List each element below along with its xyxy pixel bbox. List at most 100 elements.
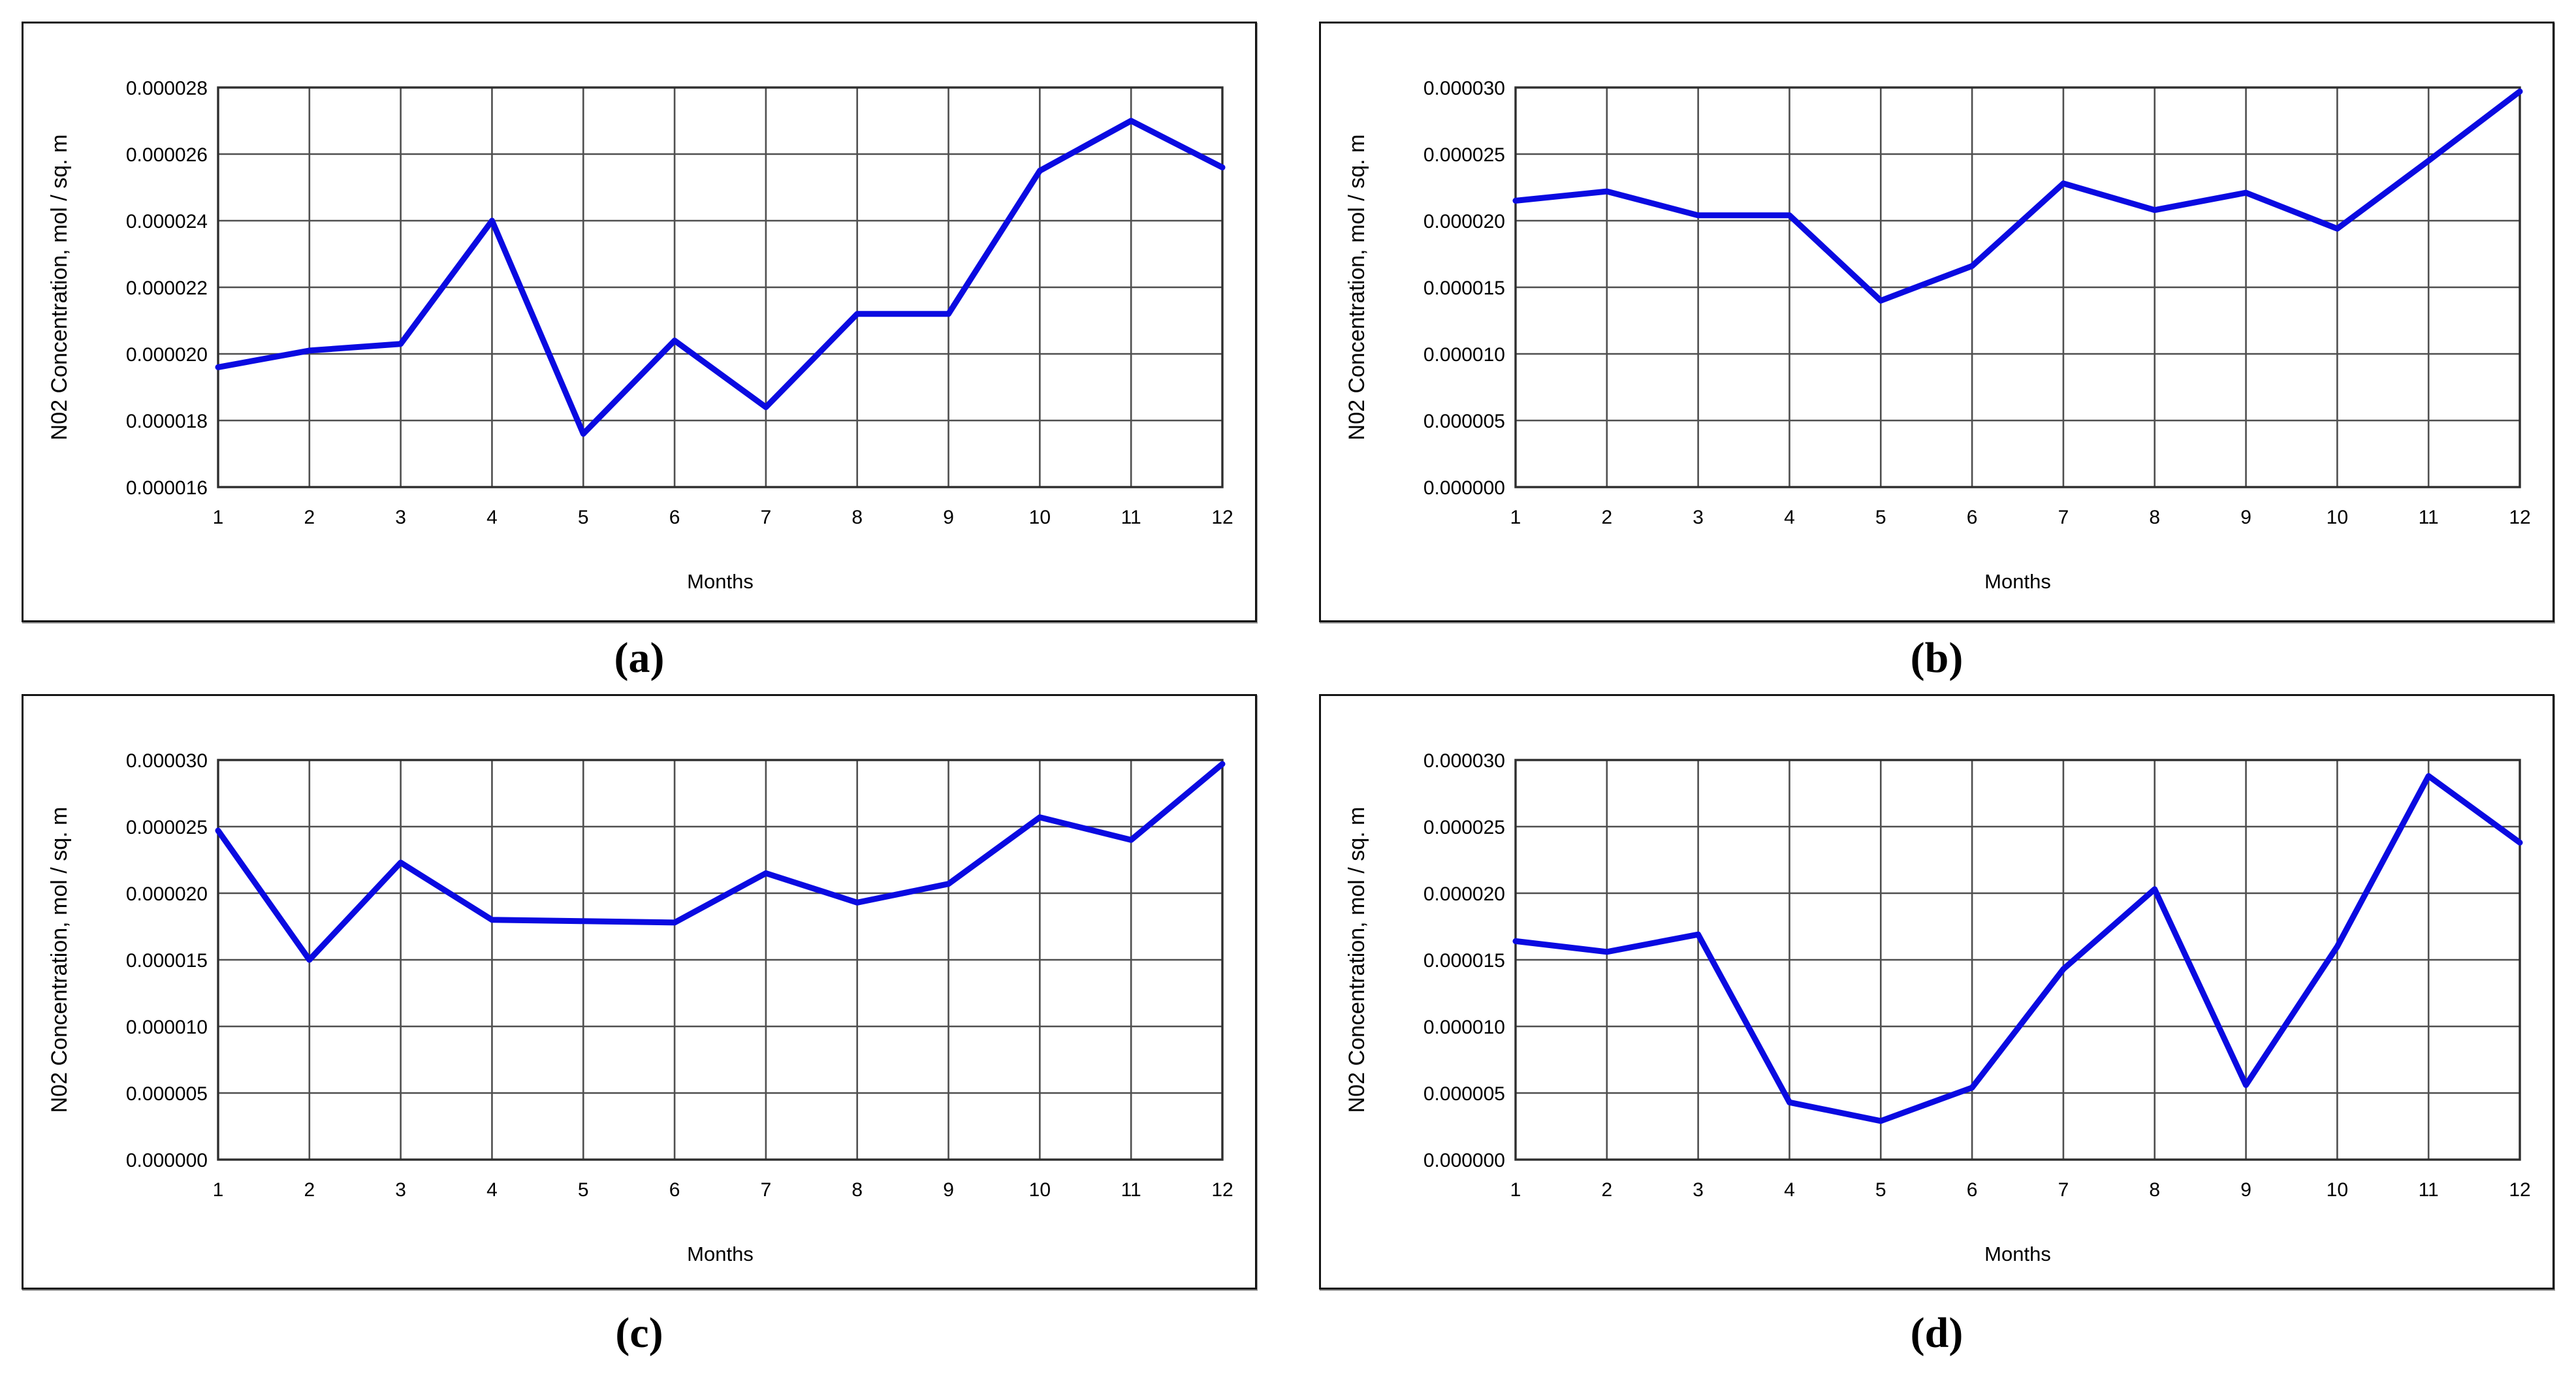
y-tick-label: 0.000000 [1423, 1150, 1505, 1171]
x-tick-label: 10 [2327, 1179, 2348, 1201]
x-tick-label: 11 [1121, 1179, 1141, 1201]
data-line [1512, 773, 2523, 1124]
y-tick-label: 0.000020 [1423, 883, 1505, 905]
x-axis-title: Months [687, 1243, 754, 1265]
y-tick-label: 0.000030 [1423, 78, 1505, 99]
x-tick-label: 12 [1211, 1179, 1233, 1201]
x-tick-label: 3 [1693, 507, 1704, 528]
chart-caption-a: (a) [614, 634, 665, 682]
x-tick-label: 8 [851, 507, 863, 528]
x-tick-label: 3 [1693, 1179, 1704, 1201]
y-tick-label: 0.000018 [126, 411, 208, 432]
x-tick-label: 11 [1121, 507, 1141, 528]
x-tick-label: 7 [761, 507, 772, 528]
y-axis-title: N02 Concentration, mol / sq. m [47, 807, 72, 1113]
x-tick-label: 9 [943, 507, 954, 528]
x-tick-label: 2 [1601, 1179, 1612, 1201]
plot-border [1514, 759, 2521, 1161]
y-axis-title: N02 Concentration, mol / sq. m [1344, 807, 1369, 1113]
x-tick-label: 4 [1784, 1179, 1795, 1201]
x-tick-label: 5 [1875, 507, 1886, 528]
x-tick-label: 8 [2149, 507, 2160, 528]
plot-border [217, 759, 1224, 1161]
x-tick-label: 8 [2149, 1179, 2160, 1201]
x-tick-label: 9 [2240, 507, 2251, 528]
data-line [215, 761, 1226, 963]
x-tick-label: 12 [2509, 507, 2530, 528]
x-tick-label: 10 [1029, 1179, 1051, 1201]
x-tick-label: 4 [1784, 507, 1795, 528]
x-axis-title: Months [1984, 570, 2051, 593]
chart-caption-d: (d) [1910, 1309, 1964, 1357]
x-tick-label: 12 [2509, 1179, 2530, 1201]
y-tick-label: 0.000005 [126, 1083, 208, 1105]
x-tick-label: 5 [578, 1179, 589, 1201]
y-tick-label: 0.000005 [1423, 1083, 1505, 1105]
x-tick-label: 6 [1967, 507, 1978, 528]
x-tick-label: 1 [1510, 1179, 1521, 1201]
x-tick-label: 6 [669, 1179, 680, 1201]
y-tick-label: 0.000000 [126, 1150, 208, 1171]
y-tick-label: 0.000026 [126, 144, 208, 166]
y-tick-label: 0.000010 [1423, 344, 1505, 366]
y-tick-label: 0.000016 [126, 477, 208, 499]
x-tick-label: 12 [1211, 507, 1233, 528]
x-tick-label: 10 [2327, 507, 2348, 528]
x-tick-label: 1 [213, 507, 224, 528]
x-tick-label: 3 [395, 1179, 406, 1201]
y-tick-label: 0.000030 [126, 750, 208, 772]
chart-a-canvas: 0.000016 0.000018 0.000020 0.000022 0.000024… [47, 78, 1233, 593]
x-tick-label: 6 [669, 507, 680, 528]
y-tick-label: 0.000010 [126, 1017, 208, 1038]
x-tick-label: 9 [2240, 1179, 2251, 1201]
chart-panel-c: 0.000000 0.000005 0.000010 0.000015 0.000020… [22, 694, 1257, 1290]
y-tick-label: 0.000005 [1423, 411, 1505, 432]
x-tick-label: 4 [486, 1179, 498, 1201]
x-tick-label: 1 [1510, 507, 1521, 528]
x-tick-label: 2 [304, 1179, 315, 1201]
y-tick-label: 0.000028 [126, 78, 208, 99]
x-tick-label: 3 [395, 507, 406, 528]
x-tick-label: 7 [2058, 1179, 2069, 1201]
chart-caption-b: (b) [1910, 634, 1964, 682]
chart-b-canvas: 0.000000 0.000005 0.000010 0.000015 0.000020… [1344, 78, 2531, 593]
chart-panel-d: 0.000000 0.000005 0.000010 0.000015 0.000020… [1319, 694, 2554, 1290]
chart-c-canvas: 0.000000 0.000005 0.000010 0.000015 0.000020… [47, 750, 1233, 1265]
y-tick-label: 0.000010 [1423, 1017, 1505, 1038]
y-tick-label: 0.000022 [126, 277, 208, 299]
x-axis-title: Months [687, 570, 754, 593]
y-tick-label: 0.000000 [1423, 477, 1505, 499]
y-tick-label: 0.000015 [126, 950, 208, 972]
x-tick-label: 9 [943, 1179, 954, 1201]
plot-border [1514, 86, 2521, 488]
y-tick-label: 0.000025 [1423, 144, 1505, 166]
plot-border [217, 86, 1224, 488]
chart-panel-b: 0.000000 0.000005 0.000010 0.000015 0.000020… [1319, 22, 2554, 622]
y-axis-title: N02 Concentration, mol / sq. m [47, 135, 72, 441]
chart-d-canvas: 0.000000 0.000005 0.000010 0.000015 0.000020… [1344, 750, 2531, 1265]
y-tick-label: 0.000024 [126, 211, 208, 232]
x-tick-label: 1 [213, 1179, 224, 1201]
x-tick-label: 7 [761, 1179, 772, 1201]
x-tick-label: 4 [486, 507, 498, 528]
y-tick-label: 0.000030 [1423, 750, 1505, 772]
x-tick-label: 2 [304, 507, 315, 528]
x-tick-label: 2 [1601, 507, 1612, 528]
y-tick-label: 0.000025 [1423, 817, 1505, 838]
y-tick-label: 0.000020 [126, 883, 208, 905]
data-line [215, 118, 1226, 437]
x-tick-label: 5 [1875, 1179, 1886, 1201]
x-tick-label: 11 [2419, 507, 2439, 528]
x-tick-label: 10 [1029, 507, 1051, 528]
y-tick-label: 0.000020 [126, 344, 208, 366]
x-tick-label: 8 [851, 1179, 863, 1201]
x-tick-label: 11 [2419, 1179, 2439, 1201]
y-tick-label: 0.000015 [1423, 950, 1505, 972]
x-tick-label: 5 [578, 507, 589, 528]
y-tick-label: 0.000015 [1423, 277, 1505, 299]
y-tick-label: 0.000020 [1423, 211, 1505, 232]
data-line [1512, 88, 2523, 304]
y-tick-label: 0.000025 [126, 817, 208, 838]
x-axis-title: Months [1984, 1243, 2051, 1265]
chart-caption-c: (c) [615, 1309, 663, 1357]
